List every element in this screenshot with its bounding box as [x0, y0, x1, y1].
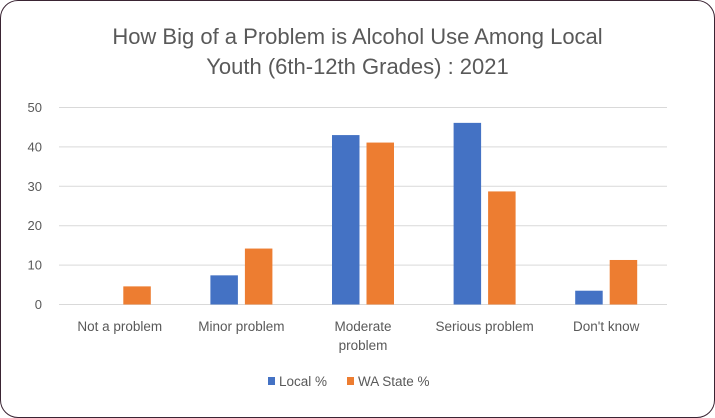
y-tick-label: 20: [28, 218, 42, 233]
x-tick-label: Serious problem: [435, 319, 533, 334]
x-tick-label: Don't know: [573, 319, 640, 334]
bar-local: [453, 122, 482, 305]
chart-title-line-1: How Big of a Problem is Alcohol Use Amon…: [112, 24, 603, 49]
y-tick-label: 10: [28, 258, 42, 273]
y-tick-label: 30: [28, 179, 42, 194]
y-tick-label: 40: [28, 139, 42, 154]
x-tick-label: Minor problem: [198, 319, 284, 334]
bar-local: [332, 135, 360, 305]
x-tick-label: Moderate: [334, 319, 391, 334]
bar-wa-state: [244, 248, 273, 305]
bar-local: [575, 290, 603, 305]
bar-wa-state: [366, 142, 394, 305]
x-tick-label: Not a problem: [77, 319, 162, 334]
legend-label-wa-state: WA State %: [358, 374, 430, 389]
legend-label-local: Local %: [279, 374, 327, 389]
legend-swatch-wa-state: [347, 377, 354, 385]
y-tick-label: 50: [28, 100, 42, 115]
bar-wa-state: [488, 191, 516, 305]
bar-wa-state: [609, 259, 638, 305]
chart-title: How Big of a Problem is Alcohol Use Amon…: [0, 22, 715, 82]
x-tick-label: problem: [339, 338, 388, 353]
bar-local: [210, 275, 238, 305]
bar-wa-state: [123, 286, 151, 305]
legend-swatch-local: [268, 377, 275, 385]
chart-title-line-2: Youth (6th-12th Grades) : 2021: [206, 54, 509, 79]
y-tick-label: 0: [35, 297, 42, 312]
